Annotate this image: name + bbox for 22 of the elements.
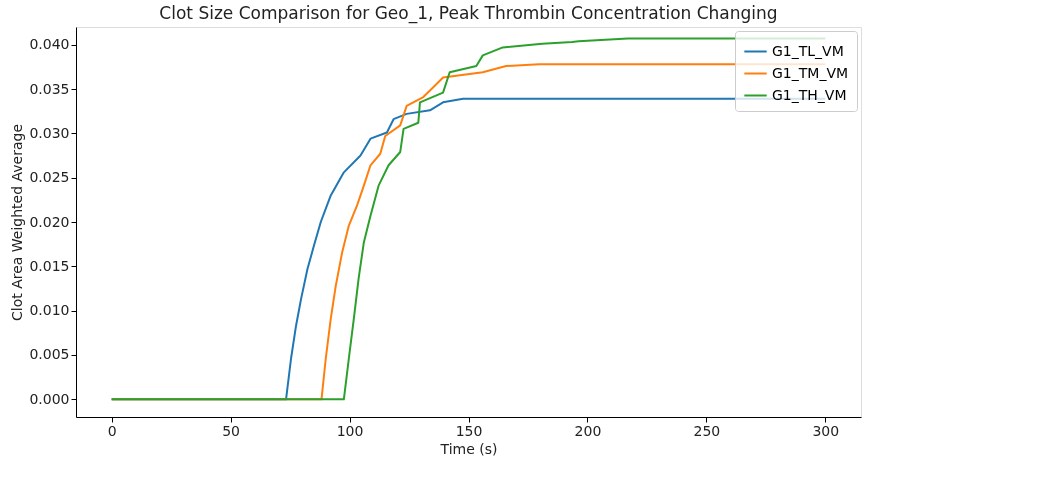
y-tick-label: 0.020 (29, 213, 70, 230)
y-tick-label: 0.025 (29, 169, 70, 186)
legend-label: G1_TM_VM (772, 64, 849, 81)
legend-label: G1_TL_VM (772, 42, 844, 59)
y-tick-label: 0.040 (29, 36, 70, 53)
y-axis-title: Clot Area Weighted Average (9, 123, 26, 322)
x-tick-label: 150 (455, 422, 483, 439)
y-tick-label: 0.000 (29, 390, 70, 407)
y-tick-label: 0.030 (29, 124, 70, 141)
x-tick-label: 50 (222, 422, 241, 439)
x-axis-title: Time (s) (439, 440, 498, 457)
y-tick-label: 0.035 (29, 80, 70, 97)
y-tick-label: 0.010 (29, 302, 70, 319)
chart-title: Clot Size Comparison for Geo_1, Peak Thrombin Concentration Changing (159, 3, 778, 24)
x-tick-label: 250 (693, 422, 721, 439)
y-tick-label: 0.005 (29, 346, 70, 363)
x-tick-label: 0 (107, 422, 117, 439)
x-tick-label: 300 (812, 422, 840, 439)
x-tick-label: 200 (574, 422, 602, 439)
legend-label: G1_TH_VM (772, 86, 847, 103)
x-tick-label: 100 (336, 422, 364, 439)
y-tick-label: 0.015 (29, 257, 70, 274)
